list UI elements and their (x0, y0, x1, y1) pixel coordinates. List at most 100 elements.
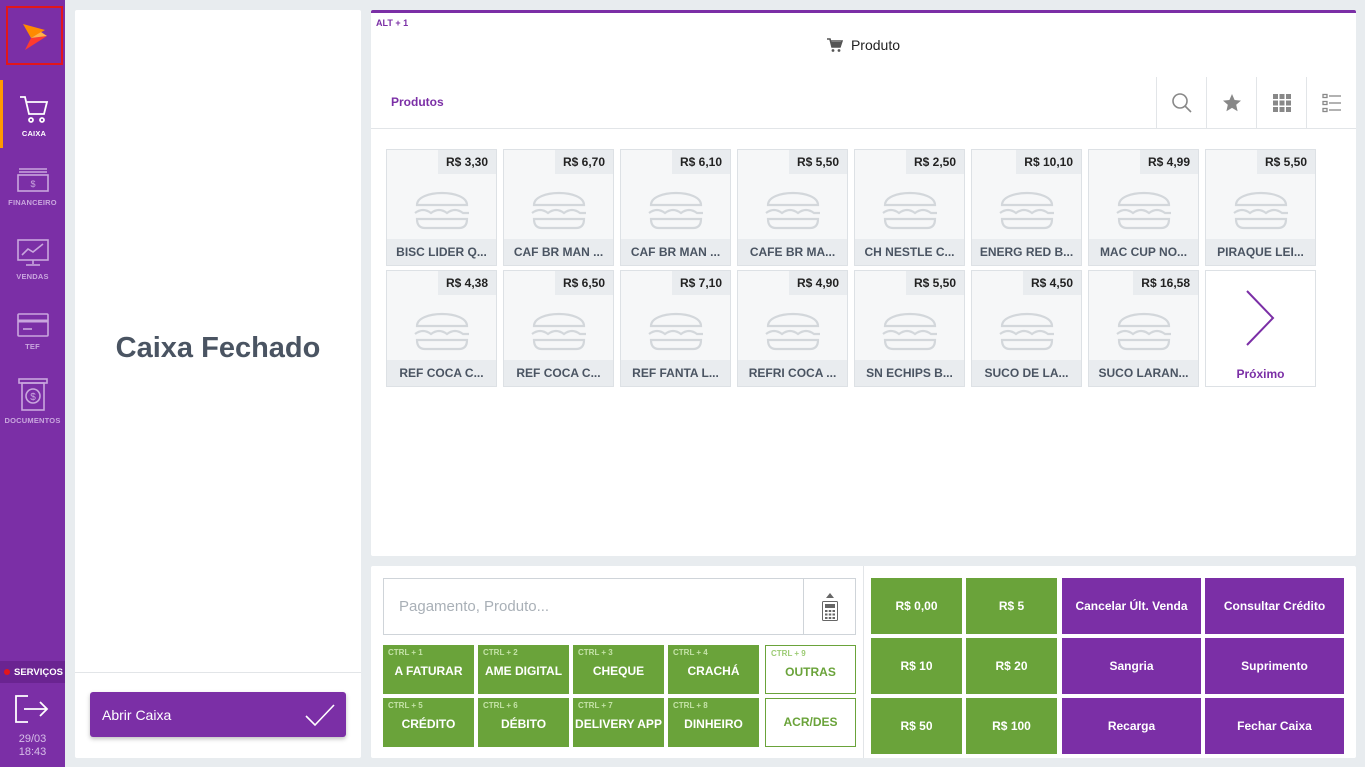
product-card[interactable]: R$ 3,30 BISC LIDER Q... (386, 149, 497, 266)
product-name: REF FANTA L... (621, 360, 730, 386)
svg-text:$: $ (30, 179, 35, 189)
quick-value-button[interactable]: R$ 20 (966, 638, 1057, 694)
burger-placeholder-icon (648, 312, 703, 351)
search-button[interactable] (1156, 77, 1206, 129)
product-card[interactable]: R$ 4,50 SUCO DE LA... (971, 270, 1082, 387)
payment-method-button[interactable]: CTRL + 9 OUTRAS (765, 645, 856, 694)
quick-value-button[interactable]: R$ 100 (966, 698, 1057, 754)
burger-placeholder-icon (765, 312, 820, 351)
payment-method-button[interactable]: CTRL + 7 DELIVERY APP (573, 698, 664, 747)
payment-method-button[interactable]: CTRL + 6 DÉBITO (478, 698, 569, 747)
grid-view-button[interactable] (1256, 77, 1306, 129)
product-price: R$ 10,10 (1016, 150, 1081, 174)
burger-placeholder-icon (882, 312, 937, 351)
burger-placeholder-icon (765, 191, 820, 230)
product-price: R$ 5,50 (1256, 150, 1315, 174)
sidebar-item-tef[interactable]: TEF (0, 312, 65, 351)
cash-register-status: Caixa Fechado (115, 332, 321, 364)
app-logo[interactable] (6, 6, 63, 65)
time-text: 18:43 (18, 746, 47, 758)
date-text: 29/03 (18, 733, 47, 745)
product-card[interactable]: R$ 4,90 REFRI COCA ... (737, 270, 848, 387)
payment-method-button[interactable]: CTRL + 2 AME DIGITAL (478, 645, 569, 694)
product-card[interactable]: R$ 5,50 SN ECHIPS B... (854, 270, 965, 387)
product-name: REF COCA C... (504, 360, 613, 386)
product-card[interactable]: R$ 5,50 CAFE BR MA... (737, 149, 848, 266)
product-card[interactable]: R$ 2,50 CH NESTLE C... (854, 149, 965, 266)
calculator-button[interactable] (803, 579, 855, 634)
product-toolbar: Produtos (371, 77, 1356, 129)
checkmark-icon (305, 703, 335, 726)
product-price: R$ 6,70 (554, 150, 613, 174)
logo-icon (22, 23, 47, 50)
shortcut-label: CTRL + 8 (673, 701, 708, 710)
product-price: R$ 5,50 (788, 150, 847, 174)
document-dollar-icon: $ (17, 378, 48, 411)
product-card[interactable]: R$ 4,99 MAC CUP NO... (1088, 149, 1199, 266)
logout-button[interactable] (14, 694, 50, 729)
burger-placeholder-icon (999, 312, 1054, 351)
datetime: 29/03 18:43 (0, 733, 65, 759)
product-card[interactable]: R$ 6,70 CAF BR MAN ... (503, 149, 614, 266)
payment-method-button[interactable]: CTRL + 8 DINHEIRO (668, 698, 759, 747)
product-card[interactable]: R$ 4,38 REF COCA C... (386, 270, 497, 387)
favorites-button[interactable] (1206, 77, 1256, 129)
sidebar-item-label: DOCUMENTOS (4, 416, 61, 425)
sidebar-item-financeiro[interactable]: $ FINANCEIRO (0, 166, 65, 207)
grid-icon (1272, 94, 1291, 112)
calculator-icon (821, 600, 838, 621)
burger-placeholder-icon (1233, 191, 1288, 230)
sidebar-item-documentos[interactable]: $ DOCUMENTOS (0, 378, 65, 425)
burger-placeholder-icon (1116, 191, 1171, 230)
product-price: R$ 7,10 (671, 271, 730, 295)
cancel-last-sale-button[interactable]: Cancelar Últ. Venda (1062, 578, 1201, 634)
sangria-button[interactable]: Sangria (1062, 638, 1201, 694)
product-card[interactable]: R$ 6,50 REF COCA C... (503, 270, 614, 387)
product-card[interactable]: R$ 10,10 ENERG RED B... (971, 149, 1082, 266)
discount-button[interactable]: ACR/DES (765, 698, 856, 747)
payment-method-button[interactable]: CTRL + 1 A FATURAR (383, 645, 474, 694)
quick-value-button[interactable]: R$ 10 (871, 638, 962, 694)
product-price: R$ 4,90 (788, 271, 847, 295)
quick-value-button[interactable]: R$ 5 (966, 578, 1057, 634)
product-card[interactable]: R$ 6,10 CAF BR MAN ... (620, 149, 731, 266)
shortcut-label: CTRL + 9 (771, 649, 806, 658)
product-card[interactable]: R$ 16,58 SUCO LARAN... (1088, 270, 1199, 387)
suprimento-button[interactable]: Suprimento (1205, 638, 1344, 694)
payment-panel: CTRL + 1 A FATURAR CTRL + 2 AME DIGITAL … (371, 566, 1356, 758)
product-price: R$ 2,50 (905, 150, 964, 174)
burger-placeholder-icon (999, 191, 1054, 230)
recharge-button[interactable]: Recarga (1062, 698, 1201, 754)
sidebar-item-caixa[interactable]: CAIXA (0, 80, 65, 148)
sidebar-item-vendas[interactable]: VENDAS (0, 238, 65, 281)
burger-placeholder-icon (414, 191, 469, 230)
payment-method-label: DÉBITO (500, 717, 547, 731)
payment-method-button[interactable]: CTRL + 5 CRÉDITO (383, 698, 474, 747)
product-name: SUCO DE LA... (972, 360, 1081, 386)
check-credit-button[interactable]: Consultar Crédito (1205, 578, 1344, 634)
open-cash-register-button[interactable]: Abrir Caixa (90, 692, 346, 737)
product-title-text: Produto (850, 37, 901, 53)
servicos-button[interactable]: SERVIÇOS (0, 661, 65, 683)
payment-method-button[interactable]: CTRL + 3 CHEQUE (573, 645, 664, 694)
quick-value-button[interactable]: R$ 0,00 (871, 578, 962, 634)
product-price: R$ 4,99 (1139, 150, 1198, 174)
shortcut-label: CTRL + 5 (388, 701, 423, 710)
product-name: CAFE BR MA... (738, 239, 847, 265)
product-card[interactable]: R$ 5,50 PIRAQUE LEI... (1205, 149, 1316, 266)
shortcut-label: CTRL + 7 (578, 701, 613, 710)
list-view-button[interactable] (1306, 77, 1356, 129)
payment-search-input[interactable] (384, 579, 804, 634)
tab-produtos[interactable]: Produtos (391, 95, 444, 109)
close-cash-register-button[interactable]: Fechar Caixa (1205, 698, 1344, 754)
payment-method-button[interactable]: CTRL + 4 CRACHÁ (668, 645, 759, 694)
money-icon: $ (16, 168, 49, 192)
shortcut-label: CTRL + 6 (483, 701, 518, 710)
product-price: R$ 16,58 (1133, 271, 1198, 295)
next-page-button[interactable]: Próximo (1205, 270, 1316, 387)
payment-search-box (383, 578, 856, 635)
shortcut-label: CTRL + 2 (483, 648, 518, 657)
payment-method-label: CRÉDITO (401, 717, 456, 731)
quick-value-button[interactable]: R$ 50 (871, 698, 962, 754)
product-card[interactable]: R$ 7,10 REF FANTA L... (620, 270, 731, 387)
